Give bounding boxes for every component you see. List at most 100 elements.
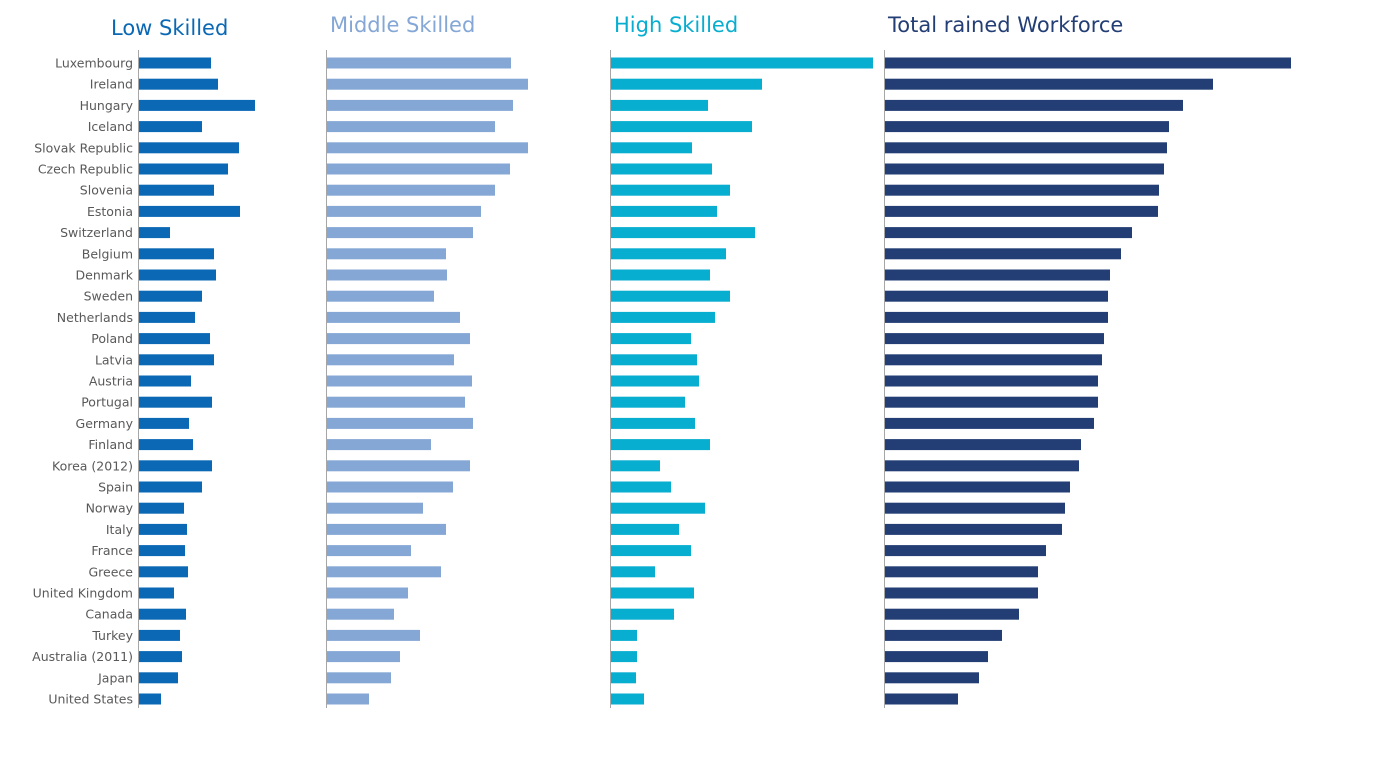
bar <box>139 311 195 323</box>
bar <box>885 481 1070 493</box>
category-label: Poland <box>91 331 133 346</box>
category-label: Slovak Republic <box>34 140 133 155</box>
bar <box>611 481 671 493</box>
bar <box>611 587 694 599</box>
bar <box>139 587 174 599</box>
category-label: Switzerland <box>60 225 133 240</box>
bar <box>611 396 685 408</box>
bar <box>885 608 1019 620</box>
bar <box>327 439 431 451</box>
bar <box>611 142 692 154</box>
bar <box>139 78 218 90</box>
bar <box>611 163 712 175</box>
bar <box>885 99 1183 111</box>
bar <box>885 142 1167 154</box>
bar <box>139 290 202 302</box>
bar <box>327 651 400 663</box>
bar <box>611 205 717 217</box>
bar <box>611 629 637 641</box>
bar <box>885 205 1158 217</box>
category-label: Estonia <box>87 204 133 219</box>
bar <box>885 269 1110 281</box>
bar <box>139 629 180 641</box>
bar <box>139 651 182 663</box>
bar <box>611 545 691 557</box>
bar <box>611 460 660 472</box>
bar <box>611 651 637 663</box>
bar <box>327 396 465 408</box>
bar <box>139 269 216 281</box>
bar <box>885 248 1121 260</box>
bar <box>327 290 434 302</box>
bar <box>327 523 446 535</box>
bar <box>885 290 1108 302</box>
panel-4: Total rained Workforce <box>884 13 1291 708</box>
category-label: Czech Republic <box>38 162 133 177</box>
category-label: Norway <box>86 501 134 516</box>
category-label: Finland <box>88 437 133 452</box>
bar <box>139 121 202 133</box>
chart-panels: Low Skilled Middle Skilled High Skilled Tot… <box>111 13 1291 708</box>
category-label: Slovenia <box>80 183 133 198</box>
category-label: Spain <box>98 480 133 495</box>
bar <box>885 460 1079 472</box>
panel-title: Low Skilled <box>111 16 228 40</box>
bar <box>885 121 1169 133</box>
panel-title: Middle Skilled <box>330 13 475 37</box>
bar <box>611 333 691 345</box>
bar <box>139 99 255 111</box>
bar <box>327 248 446 260</box>
bar <box>885 333 1104 345</box>
bar <box>327 354 454 366</box>
category-label: France <box>91 543 133 558</box>
bar <box>885 227 1132 239</box>
bar <box>611 121 752 133</box>
bar <box>139 693 161 705</box>
panel-3: High Skilled <box>610 13 873 708</box>
bar <box>139 523 187 535</box>
bar <box>139 333 210 345</box>
bar <box>885 396 1098 408</box>
bar <box>327 121 495 133</box>
bar <box>611 375 699 387</box>
category-label: Turkey <box>91 628 133 643</box>
bar <box>327 566 441 578</box>
panel-1: Low Skilled <box>111 16 255 708</box>
category-label: Luxembourg <box>55 56 133 71</box>
bar <box>885 311 1108 323</box>
bar <box>139 672 178 684</box>
category-label: Australia (2011) <box>32 649 133 664</box>
category-label: Portugal <box>81 395 133 410</box>
bar <box>327 269 447 281</box>
category-labels: Luxembourg Ireland Hungary Iceland Slovak Re… <box>32 56 134 707</box>
bar <box>327 587 408 599</box>
bar <box>611 78 762 90</box>
bar <box>139 375 191 387</box>
category-label: Sweden <box>84 289 133 304</box>
bar <box>327 57 511 69</box>
bar <box>885 629 1002 641</box>
bar <box>611 57 873 69</box>
bar <box>327 311 460 323</box>
bar <box>885 545 1046 557</box>
bar <box>885 693 958 705</box>
category-label: Hungary <box>80 98 134 113</box>
bar <box>327 672 391 684</box>
category-label: Japan <box>97 670 133 685</box>
bar <box>885 672 979 684</box>
category-label: Austria <box>89 374 133 389</box>
bar <box>327 545 411 557</box>
bar <box>327 205 481 217</box>
bar <box>139 248 214 260</box>
bar <box>139 184 214 196</box>
bar <box>885 163 1164 175</box>
category-label: Latvia <box>95 352 133 367</box>
bar <box>327 184 495 196</box>
bar <box>327 460 470 472</box>
bar <box>327 163 510 175</box>
category-label: Denmark <box>76 268 134 283</box>
bar <box>611 417 695 429</box>
bar <box>611 227 755 239</box>
bar <box>139 439 193 451</box>
